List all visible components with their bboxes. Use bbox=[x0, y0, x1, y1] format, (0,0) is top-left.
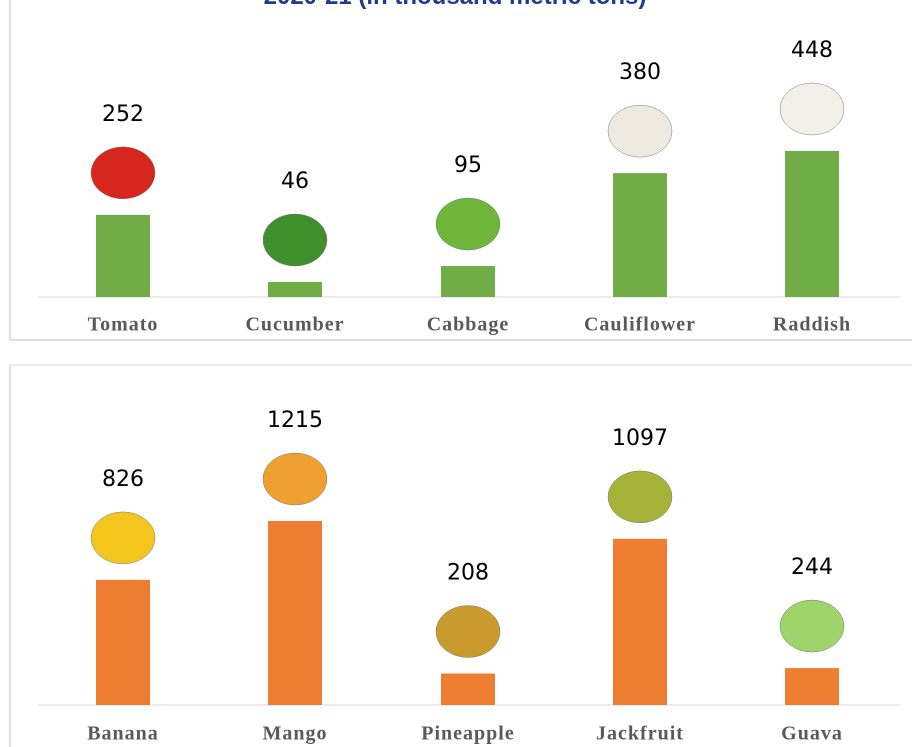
x-tick-label: Jackfruit bbox=[596, 723, 684, 745]
produce-icon bbox=[262, 213, 328, 267]
bar bbox=[268, 521, 322, 705]
produce-icon bbox=[779, 82, 845, 136]
produce-icon bbox=[607, 470, 673, 524]
bar bbox=[613, 173, 667, 297]
value-label: 244 bbox=[791, 555, 833, 580]
value-label: 826 bbox=[102, 467, 144, 492]
produce-icon bbox=[90, 511, 156, 565]
bar bbox=[613, 538, 667, 705]
x-tick-label: Cauliflower bbox=[584, 314, 696, 336]
produce-icon bbox=[262, 452, 328, 506]
x-tick-label: Cabbage bbox=[427, 314, 510, 336]
value-label: 46 bbox=[281, 169, 309, 194]
produce-icon bbox=[435, 197, 501, 251]
bar bbox=[441, 266, 495, 297]
value-label: 380 bbox=[619, 60, 661, 85]
chart-title: 2020-21 (in thousand metric tons) bbox=[264, 0, 647, 10]
x-tick-label: Guava bbox=[781, 723, 843, 745]
produce-icon bbox=[90, 146, 156, 200]
produce-icon bbox=[607, 104, 673, 158]
bar bbox=[268, 282, 322, 297]
value-label: 95 bbox=[454, 153, 482, 178]
value-label: 208 bbox=[447, 561, 489, 586]
bar bbox=[441, 673, 495, 705]
x-tick-label: Banana bbox=[87, 723, 159, 745]
value-label: 252 bbox=[102, 102, 144, 127]
x-tick-label: Raddish bbox=[773, 314, 851, 336]
bar bbox=[785, 151, 839, 297]
title-backdrop bbox=[200, 0, 720, 14]
x-tick-label: Pineapple bbox=[421, 723, 514, 745]
bar bbox=[96, 214, 150, 297]
value-label: 448 bbox=[791, 38, 833, 63]
x-tick-label: Tomato bbox=[88, 314, 159, 336]
value-label: 1097 bbox=[612, 426, 668, 451]
bar bbox=[96, 579, 150, 705]
produce-icon bbox=[779, 599, 845, 653]
produce-icon bbox=[435, 605, 501, 658]
x-tick-label: Mango bbox=[263, 723, 328, 745]
x-tick-label: Cucumber bbox=[245, 314, 344, 336]
bar bbox=[785, 668, 839, 705]
value-label: 1215 bbox=[267, 408, 323, 433]
